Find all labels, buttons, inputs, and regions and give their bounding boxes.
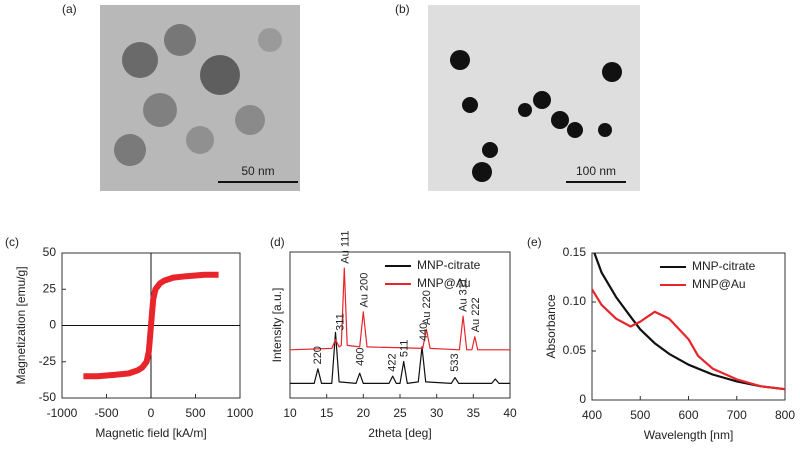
data-line [591, 288, 786, 391]
micrograph-b [428, 5, 640, 191]
y-tick-label: 0 [579, 392, 586, 406]
x-tick-label: 700 [727, 408, 747, 422]
x-tick-label: -500 [94, 406, 118, 420]
x-tick-label: 20 [357, 406, 371, 420]
y-tick-label: -50 [39, 390, 57, 404]
x-tick-label: 500 [630, 408, 650, 422]
scale-bar-label: 100 nm [576, 164, 616, 178]
panel-label: (c) [5, 235, 19, 249]
peak-label: Au 200 [359, 273, 371, 308]
peak-label: Au 220 [421, 290, 433, 325]
legend-label: MNP@Au [417, 276, 471, 290]
x-tick-label: 25 [393, 406, 407, 420]
x-tick-label: 40 [503, 406, 517, 420]
peak-label: 422 [387, 353, 399, 371]
panel-label: (b) [395, 2, 410, 16]
x-tick-label: 600 [678, 408, 698, 422]
x-tick-label: 500 [185, 406, 205, 420]
peak-label: 440 [418, 323, 430, 341]
y-tick-label: 0.10 [563, 294, 587, 308]
x-tick-label: 400 [582, 408, 602, 422]
y-tick-label: 25 [43, 281, 57, 295]
x-tick-label: 0 [148, 406, 155, 420]
legend-label: MNP-citrate [692, 259, 756, 273]
x-axis-label: 2theta [deg] [368, 426, 431, 440]
x-axis-label: Magnetic field [kA/m] [95, 426, 206, 440]
y-axis-label: Absorbance [544, 294, 558, 358]
data-line [83, 271, 219, 380]
micrograph-a [100, 5, 300, 191]
y-axis-label: Magnetization [emu/g] [14, 266, 28, 384]
y-tick-label: -25 [39, 354, 57, 368]
peak-label: 400 [354, 348, 366, 366]
x-tick-label: 15 [320, 406, 334, 420]
peak-label: 533 [449, 353, 461, 371]
panel-label: (e) [527, 235, 542, 249]
peak-label: 220 [312, 346, 324, 364]
legend-label: MNP-citrate [417, 258, 481, 272]
y-tick-label: 0.15 [563, 245, 587, 259]
x-axis-label: Wavelength [nm] [644, 428, 734, 442]
peak-label: 311 [335, 313, 347, 331]
panel-label: (d) [270, 235, 285, 249]
data-line [290, 331, 510, 384]
x-tick-label: 10 [283, 406, 297, 420]
y-tick-label: 50 [43, 245, 57, 259]
y-axis-label: Intensity [a.u.] [270, 288, 284, 363]
scale-bar-label: 50 nm [241, 164, 274, 178]
x-tick-label: 35 [467, 406, 481, 420]
peak-label: Au 311 [458, 278, 470, 312]
peak-label: Au 111 [340, 230, 352, 263]
x-tick-label: -1000 [47, 406, 78, 420]
x-tick-label: 1000 [227, 406, 254, 420]
data-line [289, 267, 510, 351]
data-line [593, 252, 786, 391]
peak-label: 511 [398, 340, 410, 358]
y-tick-label: 0 [49, 318, 56, 332]
x-tick-label: 30 [430, 406, 444, 420]
y-tick-label: 0.05 [563, 343, 587, 357]
plot-frame [591, 252, 786, 401]
x-tick-label: 800 [775, 408, 795, 422]
peak-label: Au 222 [470, 297, 482, 332]
legend-label: MNP@Au [692, 277, 746, 291]
panel-label: (a) [62, 2, 77, 16]
